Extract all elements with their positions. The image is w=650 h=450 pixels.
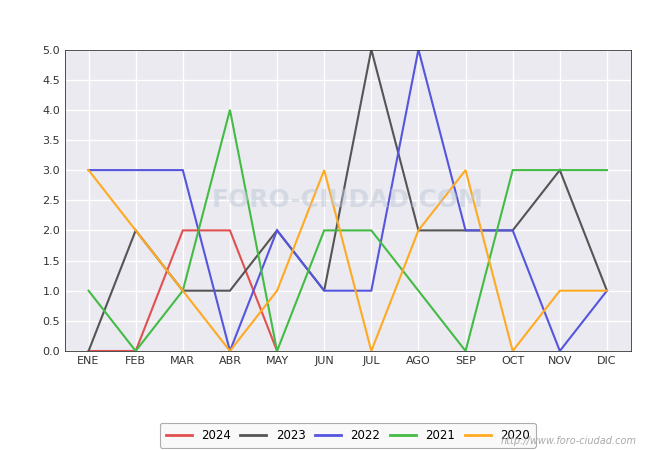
Text: Matriculaciones de Vehiculos en Esgos: Matriculaciones de Vehiculos en Esgos [165,11,485,29]
Legend: 2024, 2023, 2022, 2021, 2020: 2024, 2023, 2022, 2021, 2020 [160,423,536,448]
Text: FORO-CIUDAD.COM: FORO-CIUDAD.COM [212,188,484,212]
Text: http://www.foro-ciudad.com: http://www.foro-ciudad.com [501,436,637,446]
